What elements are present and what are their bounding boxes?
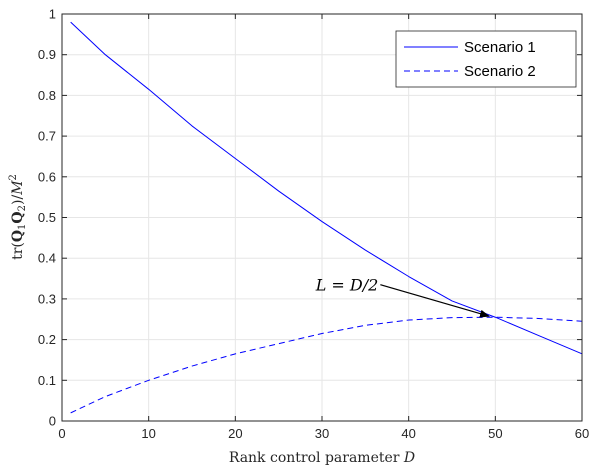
grid: [62, 14, 582, 421]
legend: Scenario 1 Scenario 2: [395, 30, 577, 88]
y-tick-label: 0.9: [38, 47, 56, 62]
y-tick-label: 1: [49, 7, 56, 22]
ticks: [61, 13, 583, 422]
x-tick-label: 40: [401, 426, 415, 441]
x-tick-label: 50: [488, 426, 502, 441]
y-tick-label: 0.7: [38, 129, 56, 144]
series-group: [70, 21, 583, 414]
annotation-arrow: [380, 284, 490, 318]
y-tick-label: 0.3: [38, 291, 56, 306]
x-tick-label: 60: [575, 426, 589, 441]
legend-label-scenario-2: Scenario 2: [464, 63, 536, 80]
y-tick-label: 0.6: [38, 169, 56, 184]
y-tick-label: 0.5: [38, 210, 56, 225]
legend-label-scenario-1: Scenario 1: [464, 39, 536, 56]
series-line-scenario-1: [70, 21, 583, 355]
y-tick-label: 0.8: [38, 88, 56, 103]
y-axis-label: tr(Q1Q2)/M2: [8, 174, 28, 260]
y-tick-label: 0.2: [38, 332, 56, 347]
annotation: L = D/2: [315, 276, 490, 318]
x-axis-label: Rank control parameter D: [229, 450, 415, 466]
x-tick-label: 30: [315, 426, 329, 441]
legend-box: [395, 30, 577, 88]
tick-labels: 0 10 20 30 40 50 60 0 0.1 0.2 0.3 0.4 0.5 0.6 0.7 0.8 0.…: [38, 7, 589, 442]
x-tick-label: 0: [58, 426, 65, 441]
x-tick-label: 10: [141, 426, 155, 441]
x-tick-label: 20: [228, 426, 242, 441]
y-tick-label: 0.4: [38, 251, 56, 266]
series-line-scenario-2: [70, 316, 583, 414]
y-tick-label: 0: [49, 414, 56, 429]
y-tick-label: 0.1: [38, 373, 56, 388]
annotation-text: L = D/2: [315, 276, 379, 295]
